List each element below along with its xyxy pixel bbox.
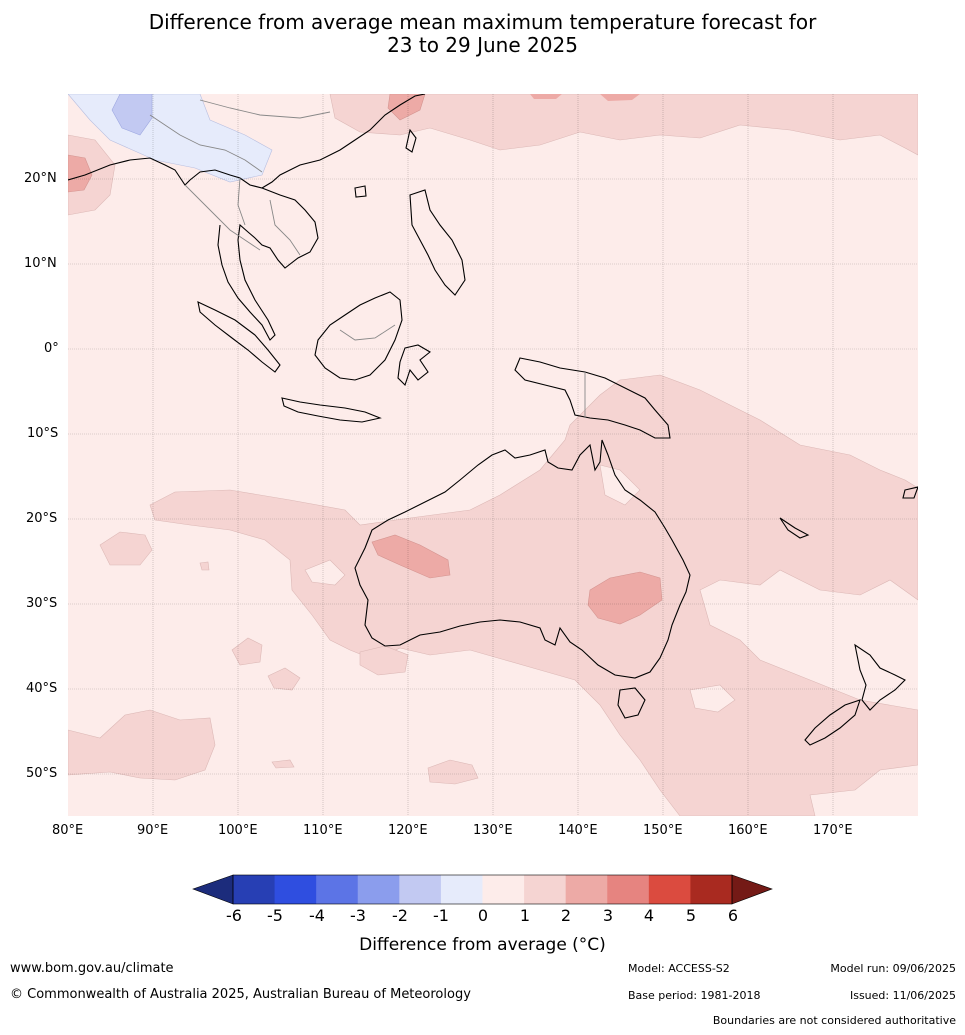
colorbar-label: Difference from average (°C) <box>359 935 606 955</box>
anomaly-2-3-north-a <box>387 94 426 121</box>
colorbar-tick-6: 6 <box>727 906 739 925</box>
lon-tick-140E: 140°E <box>558 823 598 838</box>
footer-model-run: Model run: 09/06/2025 <box>830 962 956 975</box>
map-title-line1: Difference from average mean maximum tem… <box>148 10 817 34</box>
coast-sumatra <box>197 301 281 373</box>
colorbar-low-extend <box>192 874 234 905</box>
colorbar-swatch <box>565 875 608 904</box>
coast-philippines <box>409 189 466 296</box>
forecast-map <box>68 94 918 816</box>
colorbar-swatch <box>482 875 525 904</box>
lon-tick-120E: 120°E <box>388 823 428 838</box>
coast-sulawesi <box>397 344 431 387</box>
lon-tick-130E: 130°E <box>473 823 513 838</box>
anomaly-1-2-north-pacific <box>329 94 918 156</box>
anomaly-2-3-north-b <box>600 94 640 101</box>
anomaly-0-1-hole-a <box>304 559 346 586</box>
colorbar-tick-0: 0 <box>477 906 489 925</box>
colorbar-swatch <box>316 875 359 904</box>
lat-tick-20N: 20°N <box>24 171 57 186</box>
colorbar-tick-4: 4 <box>643 906 655 925</box>
footer-disclaimer: Boundaries are not considered authoritat… <box>712 1014 956 1027</box>
colorbar-swatch <box>274 875 317 904</box>
graticule <box>68 94 918 816</box>
anomaly-1-2-patch-g <box>199 561 210 571</box>
colorbar-tick-minus4: -4 <box>309 906 325 925</box>
colorbar-tick-minus1: -1 <box>433 906 449 925</box>
country-borders <box>149 99 586 418</box>
anomaly-minus2-region <box>111 94 153 136</box>
anomaly-1-2-patch-f <box>271 759 295 769</box>
footer-url[interactable]: www.bom.gov.au/climate <box>10 961 174 976</box>
anomaly-1-2-patch-e <box>427 759 479 785</box>
anomaly-2-3-wa <box>371 534 451 579</box>
colorbar-swatch <box>233 875 276 904</box>
colorbar-tick-2: 2 <box>560 906 572 925</box>
footer-model: Model: ACCESS-S2 <box>628 962 730 975</box>
colorbar-swatch <box>399 875 442 904</box>
lat-tick-10N: 10°N <box>24 256 57 271</box>
lat-tick-40S: 40°S <box>26 681 58 696</box>
coast-java <box>281 397 382 423</box>
lon-tick-110E: 110°E <box>303 823 343 838</box>
lat-tick-30S: 30°S <box>26 596 58 611</box>
colorbar-high-extend <box>731 874 773 905</box>
map-title-line2: 23 to 29 June 2025 <box>387 33 578 57</box>
coast-japan-edge <box>902 486 918 499</box>
coast-taiwan <box>405 128 417 153</box>
lon-tick-170E: 170°E <box>813 823 853 838</box>
lon-tick-80E: 80°E <box>52 823 84 838</box>
coast-new-zealand-north <box>854 643 906 711</box>
colorbar-swatch <box>357 875 400 904</box>
colorbar-swatch <box>524 875 567 904</box>
coast-australia <box>354 439 691 679</box>
anomaly-1-2-patch-b <box>231 637 263 666</box>
coast-new-guinea <box>514 357 671 439</box>
lon-tick-160E: 160°E <box>728 823 768 838</box>
coast-new-caledonia <box>779 517 810 539</box>
anomaly-1-2-patch-a <box>99 531 153 566</box>
colorbar-tick-5: 5 <box>685 906 697 925</box>
colorbar <box>192 874 773 905</box>
colorbar-tick-3: 3 <box>602 906 614 925</box>
colorbar-swatch <box>440 875 483 904</box>
colorbar-tick-minus2: -2 <box>392 906 408 925</box>
footer-base-period: Base period: 1981-2018 <box>628 989 761 1002</box>
coast-tasmania <box>617 687 646 719</box>
anomaly-0-1-hole-c <box>599 464 641 506</box>
anomaly-1-2-southwest <box>68 709 216 781</box>
lat-tick-50S: 50°S <box>26 766 58 781</box>
colorbar-swatch <box>648 875 691 904</box>
footer-copyright: © Commonwealth of Australia 2025, Austra… <box>10 987 471 1002</box>
coast-indochina <box>217 187 319 341</box>
anomaly-2-3-sa <box>587 571 663 625</box>
anomaly-2-3-india <box>68 154 93 193</box>
colorbar-swatch <box>690 875 733 904</box>
lon-tick-100E: 100°E <box>218 823 258 838</box>
lat-tick-20S: 20°S <box>26 511 58 526</box>
colorbar-tick-minus5: -5 <box>267 906 283 925</box>
coastlines <box>68 94 918 746</box>
anomaly-0-1-hole-b <box>689 684 736 713</box>
lat-tick-10S: 10°S <box>27 426 59 441</box>
anomaly-1-2-patch-c <box>267 667 301 691</box>
colorbar-tick-1: 1 <box>519 906 531 925</box>
coast-new-zealand-south <box>804 699 861 746</box>
coast-hainan <box>354 185 367 198</box>
coast-borneo <box>314 291 403 381</box>
colorbar-tick-minus6: -6 <box>226 906 242 925</box>
lon-tick-90E: 90°E <box>137 823 169 838</box>
coast-asia-mainland <box>68 94 426 189</box>
anomaly-2-3-north-c <box>530 94 562 99</box>
lon-tick-150E: 150°E <box>643 823 683 838</box>
anomaly-fields <box>68 94 918 816</box>
footer-issued: Issued: 11/06/2025 <box>849 989 956 1002</box>
colorbar-swatch <box>607 875 650 904</box>
colorbar-tick-minus3: -3 <box>350 906 366 925</box>
lat-tick-0: 0° <box>44 341 59 356</box>
